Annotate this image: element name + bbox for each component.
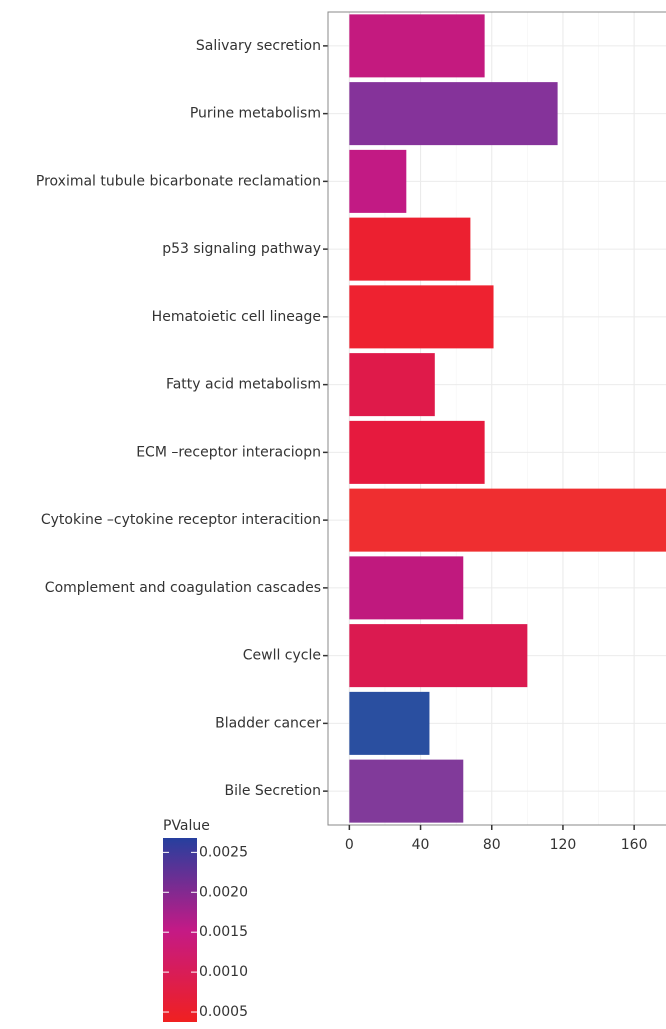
y-tick-label: Fatty acid metabolism [166, 377, 321, 393]
y-tick-label: Cytokine –cytokine receptor interacition [41, 512, 321, 528]
bar [349, 82, 558, 146]
legend-colorbar [163, 838, 197, 1022]
y-tick-label: Proximal tubule bicarbonate reclamation [36, 173, 321, 189]
y-tick-label: Purine metabolism [190, 106, 321, 122]
legend-tick-label: 0.0010 [199, 964, 248, 980]
y-tick-label: Hematoietic cell lineage [152, 309, 321, 325]
bar [349, 556, 464, 620]
y-tick-label: Salivary secretion [196, 38, 321, 54]
y-tick-label: p53 signaling pathway [162, 241, 321, 257]
x-tick-label: 80 [483, 837, 501, 853]
y-tick-label: Cewll cycle [243, 648, 321, 664]
y-tick-label: Bile Secretion [224, 783, 321, 799]
y-tick-label: Bladder cancer [215, 715, 321, 731]
y-tick-label: ECM –receptor interaciopn [136, 444, 321, 460]
x-tick-label: 0 [345, 837, 354, 853]
x-tick-label: 40 [412, 837, 430, 853]
bar [349, 217, 471, 281]
y-tick-label: Complement and coagulation cascades [45, 580, 321, 596]
bar [349, 624, 528, 688]
bar [349, 14, 485, 78]
panel-background [328, 12, 666, 825]
bar [349, 420, 485, 484]
bar [349, 149, 407, 213]
legend-tick-label: 0.0020 [199, 884, 248, 900]
panel-border [327, 11, 666, 826]
bar [349, 691, 430, 755]
legend-tick-label: 0.0015 [199, 924, 248, 940]
x-tick-label: 160 [621, 837, 648, 853]
legend-title: PValue [163, 818, 210, 834]
bar [349, 353, 435, 417]
x-tick-label: 120 [550, 837, 577, 853]
bar [349, 759, 464, 823]
bar [349, 285, 494, 349]
legend-tick-label: 0.0025 [199, 844, 248, 860]
legend-tick-label: 0.0005 [199, 1004, 248, 1020]
bar [349, 488, 666, 552]
